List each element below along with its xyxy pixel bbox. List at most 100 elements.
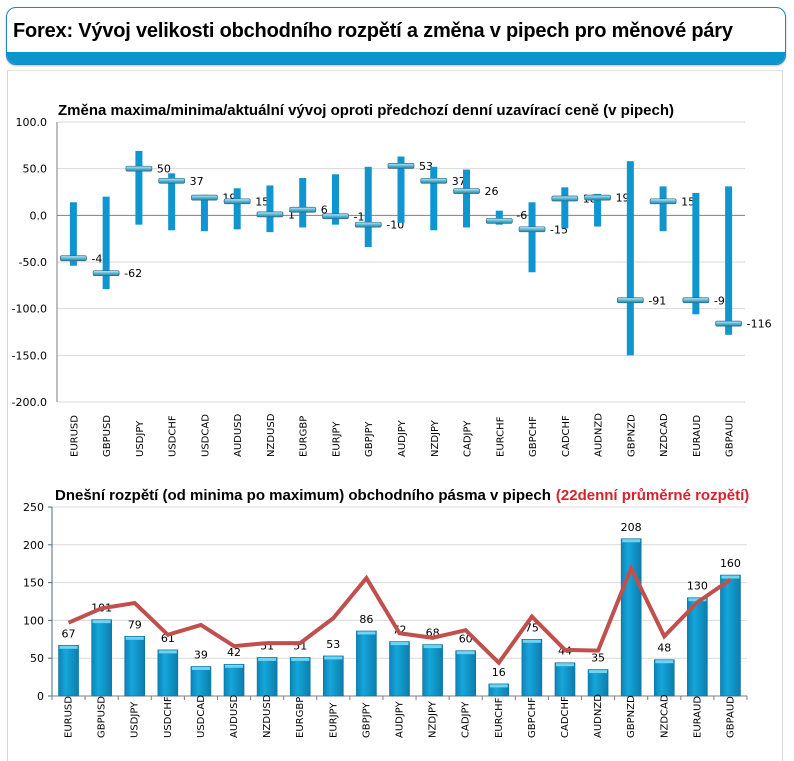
y-tick-label: -50.0 <box>19 256 47 269</box>
x-tick-label: NZDJPY <box>428 700 439 738</box>
page-header: Forex: Vývoj velikosti obchodního rozpět… <box>6 7 786 65</box>
data-label: 15 <box>255 195 269 208</box>
bar <box>190 666 212 697</box>
current-marker <box>649 198 677 205</box>
x-tick-label: EURJPY <box>331 421 342 457</box>
x-tick-label: AUDJPY <box>395 700 406 738</box>
current-marker <box>453 188 480 194</box>
data-label: 208 <box>621 521 642 534</box>
header-accent-bar <box>7 52 785 64</box>
bar <box>256 657 278 697</box>
page-title: Forex: Vývoj velikosti obchodního rozpět… <box>13 20 733 42</box>
bar <box>124 635 146 697</box>
current-marker <box>125 165 153 172</box>
current-marker <box>682 297 710 304</box>
data-label: -1 <box>353 210 364 223</box>
x-tick-label: EURUSD <box>69 415 80 457</box>
x-tick-label: EURJPY <box>328 702 339 738</box>
range-bar <box>69 202 77 266</box>
range-bar <box>168 173 176 231</box>
data-label: 130 <box>687 580 708 593</box>
x-tick-label: USDJPY <box>130 701 141 738</box>
x-tick-label: AUDUSD <box>229 694 240 738</box>
bar-highlight <box>191 667 210 671</box>
bar <box>422 644 443 697</box>
current-marker <box>420 177 448 184</box>
current-marker <box>616 297 644 304</box>
range-bar <box>561 187 569 229</box>
x-tick-label: USDCAD <box>200 414 211 457</box>
x-tick-label: GBPCHF <box>528 416 539 457</box>
bar-highlight <box>125 636 144 640</box>
y-tick-label: -100.0 <box>12 303 47 316</box>
range-bar <box>626 161 634 356</box>
current-marker <box>322 213 349 220</box>
y-tick-label: 100.0 <box>16 116 48 129</box>
bar-highlight <box>655 660 674 664</box>
data-label: -116 <box>747 318 772 331</box>
range-bar <box>692 192 700 315</box>
x-tick-label: GBPJPY <box>364 421 375 457</box>
x-tick-label: AUDNZD <box>593 694 604 738</box>
current-marker <box>191 194 218 201</box>
bar <box>91 619 112 697</box>
daily-range-chart: Dnešní rozpětí (od minima po maximum) ob… <box>23 487 749 738</box>
range-bar <box>659 186 667 232</box>
y-tick-label: -150.0 <box>12 349 47 362</box>
data-label: 67 <box>62 627 76 640</box>
x-tick-label: NZDCAD <box>659 413 670 457</box>
bar <box>389 641 410 697</box>
x-tick-label: USDJPY <box>135 420 146 457</box>
y-tick-label: 100 <box>23 614 44 627</box>
bar-highlight <box>489 684 508 688</box>
y-tick-label: 150 <box>23 577 44 590</box>
bar-highlight <box>291 657 310 661</box>
bar-highlight <box>555 663 574 667</box>
range-bar <box>594 193 602 227</box>
x-tick-label: EURAUD <box>692 696 703 738</box>
x-tick-label: NZDJPY <box>430 419 441 457</box>
bar <box>58 645 79 697</box>
data-label: 19 <box>616 192 630 205</box>
bar-highlight <box>688 598 707 602</box>
data-label: 35 <box>591 652 605 665</box>
x-tick-label: NZDCAD <box>659 694 670 738</box>
data-label: 50 <box>157 163 171 176</box>
data-label: 6 <box>321 204 328 217</box>
y-tick-label: 50 <box>30 652 44 665</box>
range-bar <box>397 156 405 223</box>
x-tick-label: GBPCHF <box>527 697 538 738</box>
data-label: 37 <box>452 175 466 188</box>
data-label: 79 <box>128 618 142 631</box>
bar <box>554 662 576 697</box>
y-tick-label: 50.0 <box>23 163 48 176</box>
bar-highlight <box>258 657 277 661</box>
x-tick-label: GBPNZD <box>626 414 637 457</box>
data-label: 39 <box>194 649 208 662</box>
x-tick-label: GBPAUD <box>725 415 736 457</box>
range-bar <box>495 210 503 225</box>
bar <box>587 669 609 697</box>
x-tick-label: USDCHF <box>168 415 179 457</box>
range-bar <box>725 186 733 335</box>
bar <box>620 538 642 697</box>
x-tick-label: EURUSD <box>64 696 75 738</box>
data-label: -91 <box>648 294 666 307</box>
range-bar <box>200 194 208 232</box>
x-tick-label: NZDUSD <box>266 413 277 457</box>
x-tick-label: AUDJPY <box>397 419 408 457</box>
bar <box>521 639 543 697</box>
chart-title-highlight: (22denní průměrné rozpětí) <box>556 487 749 504</box>
current-marker <box>256 211 284 218</box>
chart-title-main: Dnešní rozpětí (od minima po maximum) ob… <box>55 487 551 504</box>
bar-highlight <box>721 575 740 579</box>
bar-highlight <box>324 656 343 660</box>
bar-highlight <box>423 645 442 649</box>
range-bar <box>463 169 471 228</box>
average-range-line <box>67 563 732 666</box>
x-tick-label: EURCHF <box>494 697 505 738</box>
range-change-chart: Změna maxima/minima/aktuální vývoj oprot… <box>12 102 772 457</box>
x-tick-label: GBPUSD <box>97 696 108 738</box>
current-marker <box>158 177 186 184</box>
x-tick-label: EURCHF <box>495 416 506 457</box>
